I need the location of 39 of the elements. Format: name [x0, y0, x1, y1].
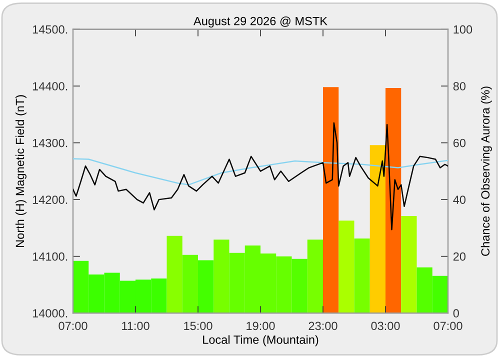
bar [370, 145, 386, 314]
line-series [73, 158, 448, 186]
y2-tick-label: 60 [453, 138, 466, 148]
y2-axis-title: Chance of Observing Aurora (%) [480, 86, 492, 256]
y-tick-label: 14500. [32, 25, 68, 34]
y-tick-label: 14100. [32, 252, 68, 261]
y2-tick-label: 0 [453, 309, 459, 318]
x-tick-label: 03:00 [371, 322, 400, 330]
bar [338, 220, 354, 314]
bar [323, 87, 339, 314]
chart-title: August 29 2026 @ MSTK [194, 16, 328, 28]
bar [386, 88, 402, 314]
bar [182, 254, 198, 314]
y-tick-label: 14200. [32, 196, 68, 204]
bar [401, 216, 417, 314]
bar [198, 260, 214, 314]
y2-tick-label: 80 [453, 82, 466, 90]
bar [416, 267, 432, 314]
y-tick-label: 14400. [32, 82, 68, 90]
bar [354, 238, 370, 314]
bar [214, 240, 230, 314]
y-tick-label: 14000. [32, 309, 68, 318]
y-axis-title: North (H) Magnetic Field (nT) [15, 95, 26, 247]
y-tick-label: 14300. [32, 138, 68, 148]
x-tick-label: 23:00 [308, 322, 338, 330]
bar [432, 276, 448, 314]
bar [292, 258, 308, 314]
x-tick-label: 07:00 [434, 322, 462, 330]
x-axis-title: Local Time (Mountain) [203, 335, 318, 346]
bar [307, 240, 323, 314]
x-tick-label: 15:00 [184, 322, 212, 330]
x-tick-label: 19:00 [246, 322, 275, 330]
x-tick-label: 11:00 [122, 322, 150, 330]
y2-tick-label: 20 [453, 252, 466, 261]
line-series [73, 122, 448, 230]
y2-tick-label: 100 [454, 25, 472, 34]
y2-tick-label: 40 [453, 196, 466, 204]
x-tick-label: 07:00 [58, 322, 88, 330]
bar [166, 236, 182, 314]
